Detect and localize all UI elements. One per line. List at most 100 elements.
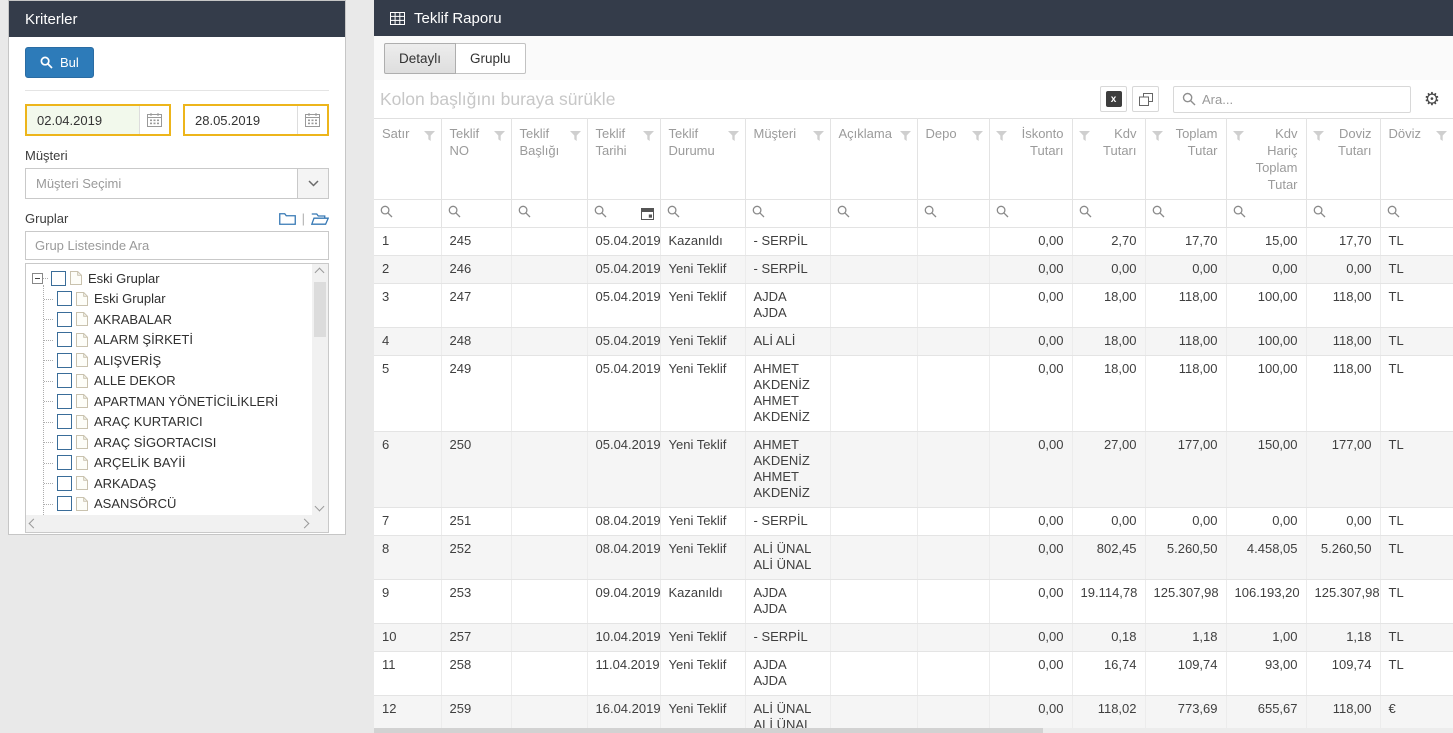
tree-item[interactable]: ARAÇ SİGORTACISI: [32, 432, 312, 453]
filter-icon[interactable]: [812, 128, 824, 145]
filter-icon[interactable]: [642, 128, 654, 145]
tree-vertical-scrollbar[interactable]: [312, 264, 328, 515]
group-search-input[interactable]: [25, 231, 329, 260]
scrollbar-thumb[interactable]: [314, 282, 326, 337]
column-header[interactable]: Teklif Tarihi: [587, 118, 661, 200]
column-filter-cell[interactable]: [511, 199, 588, 228]
tree-item[interactable]: ARAÇ KURTARICI: [32, 412, 312, 433]
column-filter-cell[interactable]: [1072, 199, 1146, 228]
tree-item-checkbox[interactable]: [57, 291, 72, 307]
tree-item-checkbox[interactable]: [57, 455, 72, 471]
filter-icon[interactable]: [423, 128, 435, 145]
column-chooser-button[interactable]: [1132, 86, 1159, 112]
column-filter-cell[interactable]: [660, 199, 746, 228]
tree-item[interactable]: ALARM ŞİRKETİ: [32, 330, 312, 351]
table-row[interactable]: 7 251 08.04.2019 Yeni Teklif - SERPİL 0,00 0,0…: [374, 507, 1453, 536]
tab-gruplu[interactable]: Gruplu: [456, 42, 526, 74]
column-header[interactable]: Toplam Tutar: [1145, 118, 1227, 200]
column-header[interactable]: Satır: [374, 118, 442, 200]
tree-item[interactable]: Eski Gruplar: [32, 289, 312, 310]
tree-root-item[interactable]: Eski Gruplar: [32, 268, 312, 289]
filter-icon[interactable]: [1078, 128, 1090, 145]
table-row[interactable]: 9 253 09.04.2019 Kazanıldı AJDA AJDA 0,00 19.1…: [374, 579, 1453, 624]
filter-icon[interactable]: [727, 128, 739, 145]
table-row[interactable]: 12 259 16.04.2019 Yeni Teklif ALİ ÜNAL ALİ Ü…: [374, 695, 1453, 733]
table-row[interactable]: 1 245 05.04.2019 Kazanıldı - SERPİL 0,00 2,70 1…: [374, 227, 1453, 256]
tree-item[interactable]: ASANSÖRCÜ: [32, 494, 312, 515]
filter-icon[interactable]: [971, 128, 983, 145]
filter-icon[interactable]: [1436, 128, 1447, 145]
column-header[interactable]: Müşteri: [745, 118, 831, 200]
filter-icon[interactable]: [899, 128, 911, 145]
table-row[interactable]: 8 252 08.04.2019 Yeni Teklif ALİ ÜNAL ALİ ÜN…: [374, 535, 1453, 580]
tree-item[interactable]: ARKADAŞ: [32, 473, 312, 494]
scrollbar-thumb[interactable]: [374, 728, 1043, 733]
column-filter-cell[interactable]: [441, 199, 512, 228]
tree-item[interactable]: AKRABALAR: [32, 309, 312, 330]
column-header[interactable]: Kdv Tutarı: [1072, 118, 1146, 200]
table-row[interactable]: 11 258 11.04.2019 Yeni Teklif AJDA AJDA 0,00 1…: [374, 651, 1453, 696]
table-row[interactable]: 3 247 05.04.2019 Yeni Teklif AJDA AJDA 0,00 18…: [374, 283, 1453, 328]
column-filter-cell[interactable]: [1306, 199, 1381, 228]
collapse-icon[interactable]: [32, 272, 43, 284]
filter-icon[interactable]: [995, 128, 1007, 145]
tree-item-checkbox[interactable]: [57, 332, 72, 348]
tree-item-checkbox[interactable]: [57, 475, 72, 491]
column-header[interactable]: Teklif NO: [441, 118, 512, 200]
scroll-down-icon[interactable]: [314, 501, 325, 512]
grid-horizontal-scrollbar[interactable]: [374, 728, 1453, 733]
tree-item-checkbox[interactable]: [57, 496, 72, 512]
filter-icon[interactable]: [1232, 128, 1244, 145]
calendar-icon[interactable]: [640, 207, 654, 223]
column-header[interactable]: Doviz Tutarı: [1306, 118, 1381, 200]
find-button[interactable]: Bul: [25, 47, 94, 78]
column-header[interactable]: Teklif Başlığı: [511, 118, 588, 200]
folder-closed-icon[interactable]: [278, 212, 296, 225]
filter-icon[interactable]: [569, 128, 581, 145]
column-header[interactable]: İskonto Tutarı: [989, 118, 1073, 200]
filter-icon[interactable]: [1312, 128, 1324, 145]
column-header[interactable]: Teklif Durumu: [660, 118, 746, 200]
table-row[interactable]: 2 246 05.04.2019 Yeni Teklif - SERPİL 0,00 0,0…: [374, 255, 1453, 284]
tree-horizontal-scrollbar[interactable]: [26, 515, 312, 532]
tree-item-checkbox[interactable]: [57, 311, 72, 327]
calendar-icon[interactable]: [139, 106, 169, 134]
tree-item[interactable]: ALIŞVERİŞ: [32, 350, 312, 371]
table-row[interactable]: 6 250 05.04.2019 Yeni Teklif AHMET AKDENİZ A…: [374, 431, 1453, 508]
column-filter-cell[interactable]: [745, 199, 831, 228]
column-filter-cell[interactable]: [989, 199, 1073, 228]
customer-select[interactable]: Müşteri Seçimi: [25, 168, 329, 199]
column-header[interactable]: Depo: [917, 118, 990, 200]
column-filter-cell[interactable]: [374, 199, 442, 228]
tree-item-checkbox[interactable]: [57, 434, 72, 450]
chevron-down-icon[interactable]: [297, 169, 328, 198]
grid-search-input[interactable]: [1202, 91, 1402, 107]
tree-item[interactable]: APARTMAN YÖNETİCİLİKLERİ: [32, 391, 312, 412]
scroll-left-icon[interactable]: [28, 518, 39, 529]
gear-icon[interactable]: ⚙: [1419, 86, 1445, 112]
tree-item-checkbox[interactable]: [57, 352, 72, 368]
tree-item-checkbox[interactable]: [57, 414, 72, 430]
filter-icon[interactable]: [1151, 128, 1163, 145]
column-filter-cell[interactable]: [1226, 199, 1307, 228]
scroll-right-icon[interactable]: [299, 518, 310, 529]
column-filter-cell[interactable]: [587, 199, 661, 228]
column-header[interactable]: Döviz: [1380, 119, 1453, 200]
tab-detaylı[interactable]: Detaylı: [384, 42, 457, 74]
table-row[interactable]: 10 257 10.04.2019 Yeni Teklif - SERPİL 0,00 0,…: [374, 623, 1453, 652]
column-filter-cell[interactable]: [1145, 199, 1227, 228]
table-row[interactable]: 4 248 05.04.2019 Yeni Teklif ALİ ALİ 0,00 18,0…: [374, 327, 1453, 356]
column-header[interactable]: Kdv Hariç Toplam Tutar: [1226, 118, 1307, 200]
column-header[interactable]: Açıklama: [830, 118, 918, 200]
date-to-input[interactable]: [185, 106, 297, 134]
date-from-input[interactable]: [27, 106, 139, 134]
tree-item[interactable]: ALLE DEKOR: [32, 371, 312, 392]
calendar-icon[interactable]: [297, 106, 327, 134]
column-filter-cell[interactable]: [917, 199, 990, 228]
tree-root-checkbox[interactable]: [51, 270, 66, 286]
folder-open-icon[interactable]: [311, 212, 329, 225]
excel-export-button[interactable]: x: [1100, 86, 1127, 112]
tree-item[interactable]: ARÇELİK BAYİİ: [32, 453, 312, 474]
column-filter-cell[interactable]: [1380, 199, 1453, 228]
tree-item-checkbox[interactable]: [57, 373, 72, 389]
